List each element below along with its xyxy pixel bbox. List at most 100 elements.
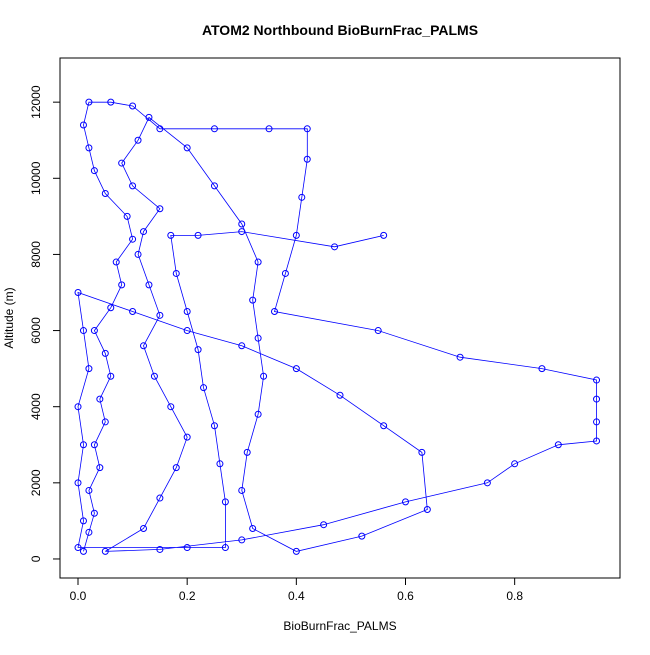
x-axis-label: BioBurnFrac_PALMS: [283, 619, 396, 633]
point: [156, 125, 164, 133]
point: [593, 418, 601, 426]
point: [456, 353, 464, 361]
point: [74, 544, 82, 552]
point: [85, 365, 93, 373]
point: [423, 505, 431, 513]
point: [134, 136, 142, 144]
point: [96, 395, 104, 403]
point: [134, 250, 142, 258]
point: [254, 410, 262, 418]
point: [336, 391, 344, 399]
point: [292, 365, 300, 373]
y-tick-label: 10000: [29, 161, 43, 195]
point: [380, 422, 388, 430]
point: [90, 509, 98, 517]
point: [129, 182, 137, 190]
point: [243, 448, 251, 456]
point: [374, 327, 382, 335]
point: [79, 327, 87, 335]
point: [167, 231, 175, 239]
point: [118, 159, 126, 167]
point: [183, 433, 191, 441]
point: [79, 121, 87, 129]
point: [85, 98, 93, 106]
point: [380, 231, 388, 239]
point: [145, 281, 153, 289]
point: [298, 193, 306, 201]
point: [156, 494, 164, 502]
y-tick-label: 6000: [29, 317, 43, 344]
point: [538, 365, 546, 373]
point: [74, 403, 82, 411]
point: [511, 460, 519, 468]
point: [194, 346, 202, 354]
point: [140, 342, 148, 350]
y-tick-label: 2000: [29, 469, 43, 496]
point: [85, 144, 93, 152]
point: [271, 308, 279, 316]
point: [194, 231, 202, 239]
point: [107, 304, 115, 312]
point: [101, 418, 109, 426]
point: [156, 545, 164, 553]
point: [183, 327, 191, 335]
x-tick-label: 0.8: [506, 589, 523, 603]
point: [183, 144, 191, 152]
point: [90, 327, 98, 335]
y-tick-label: 4000: [29, 393, 43, 420]
point: [156, 205, 164, 213]
point: [238, 536, 246, 544]
point: [593, 376, 601, 384]
point: [238, 220, 246, 228]
point: [101, 190, 109, 198]
point: [593, 395, 601, 403]
point: [85, 486, 93, 494]
y-axis-label: Altitude (m): [2, 287, 16, 348]
point: [265, 125, 273, 133]
point: [183, 308, 191, 316]
x-tick-label: 0.4: [288, 589, 305, 603]
point: [79, 547, 87, 555]
chart-title: ATOM2 Northbound BioBurnFrac_PALMS: [202, 22, 478, 38]
point: [303, 155, 311, 163]
y-tick-label: 12000: [29, 85, 43, 119]
point: [221, 498, 229, 506]
point: [74, 288, 82, 296]
series-line: [77, 101, 597, 552]
point: [101, 349, 109, 357]
point: [292, 547, 300, 555]
x-tick-label: 0.6: [397, 589, 414, 603]
point: [129, 235, 137, 243]
y-tick-label: 8000: [29, 241, 43, 268]
plot-frame: [59, 57, 621, 579]
point: [200, 384, 208, 392]
point: [145, 113, 153, 121]
point: [554, 441, 562, 449]
point: [79, 441, 87, 449]
point: [254, 334, 262, 342]
point: [593, 437, 601, 445]
point: [281, 269, 289, 277]
x-tick-label: 0.0: [70, 589, 87, 603]
point: [90, 167, 98, 175]
point: [260, 372, 268, 380]
point: [150, 372, 158, 380]
point: [129, 308, 137, 316]
point: [221, 544, 229, 552]
point: [79, 517, 87, 525]
point: [216, 460, 224, 468]
point: [140, 525, 148, 533]
point: [210, 182, 218, 190]
point: [183, 544, 191, 552]
point: [254, 258, 262, 266]
point: [101, 547, 109, 555]
x-tick-label: 0.2: [179, 589, 196, 603]
point: [292, 231, 300, 239]
point: [210, 422, 218, 430]
point: [123, 212, 131, 220]
point: [238, 342, 246, 350]
point: [118, 281, 126, 289]
point: [172, 464, 180, 472]
